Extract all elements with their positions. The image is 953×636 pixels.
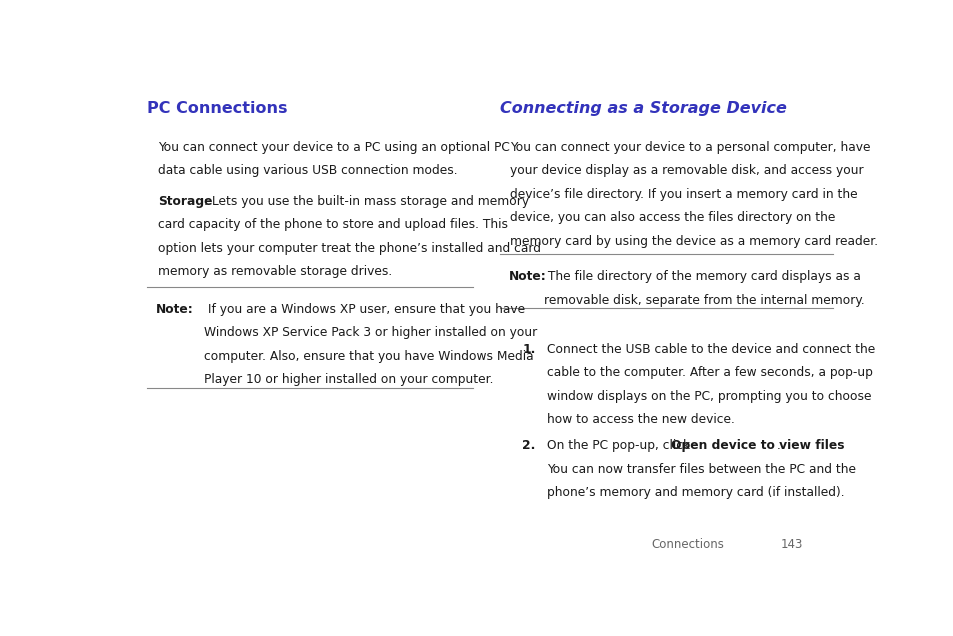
Text: memory as removable storage drives.: memory as removable storage drives. (157, 265, 392, 279)
Text: You can connect your device to a PC using an optional PC: You can connect your device to a PC usin… (157, 141, 509, 154)
Text: memory card by using the device as a memory card reader.: memory card by using the device as a mem… (509, 235, 877, 248)
Text: : Lets you use the built-in mass storage and memory: : Lets you use the built-in mass storage… (204, 195, 529, 208)
Text: device’s file directory. If you insert a memory card in the: device’s file directory. If you insert a… (509, 188, 857, 201)
Text: 143: 143 (781, 538, 802, 551)
Text: 1.: 1. (521, 343, 535, 356)
Text: 2.: 2. (521, 439, 535, 452)
Text: If you are a Windows XP user, ensure that you have: If you are a Windows XP user, ensure tha… (204, 303, 525, 316)
Text: .: . (776, 439, 780, 452)
Text: your device display as a removable disk, and access your: your device display as a removable disk,… (509, 164, 862, 177)
Text: The file directory of the memory card displays as a: The file directory of the memory card di… (544, 270, 861, 283)
Text: computer. Also, ensure that you have Windows Media: computer. Also, ensure that you have Win… (204, 350, 534, 363)
Text: cable to the computer. After a few seconds, a pop-up: cable to the computer. After a few secon… (546, 366, 872, 380)
Text: Connect the USB cable to the device and connect the: Connect the USB cable to the device and … (546, 343, 874, 356)
Text: Connecting as a Storage Device: Connecting as a Storage Device (499, 100, 786, 116)
Text: PC Connections: PC Connections (147, 100, 288, 116)
Text: how to access the new device.: how to access the new device. (546, 413, 734, 427)
Text: window displays on the PC, prompting you to choose: window displays on the PC, prompting you… (546, 390, 870, 403)
Text: card capacity of the phone to store and upload files. This: card capacity of the phone to store and … (157, 218, 507, 232)
Text: data cable using various USB connection modes.: data cable using various USB connection … (157, 164, 456, 177)
Text: Windows XP Service Pack 3 or higher installed on your: Windows XP Service Pack 3 or higher inst… (204, 326, 537, 340)
Text: option lets your computer treat the phone’s installed and card: option lets your computer treat the phon… (157, 242, 540, 255)
Text: You can connect your device to a personal computer, have: You can connect your device to a persona… (509, 141, 869, 154)
Text: Connections: Connections (651, 538, 723, 551)
Text: removable disk, separate from the internal memory.: removable disk, separate from the intern… (544, 294, 864, 307)
Text: Note:: Note: (508, 270, 546, 283)
Text: phone’s memory and memory card (if installed).: phone’s memory and memory card (if insta… (546, 487, 843, 499)
Text: device, you can also access the files directory on the: device, you can also access the files di… (509, 211, 834, 225)
Text: Storage: Storage (157, 195, 212, 208)
Text: On the PC pop-up, click: On the PC pop-up, click (546, 439, 693, 452)
Text: Player 10 or higher installed on your computer.: Player 10 or higher installed on your co… (204, 373, 494, 387)
Text: Note:: Note: (156, 303, 193, 316)
Text: Open device to view files: Open device to view files (670, 439, 843, 452)
Text: You can now transfer files between the PC and the: You can now transfer files between the P… (546, 463, 855, 476)
